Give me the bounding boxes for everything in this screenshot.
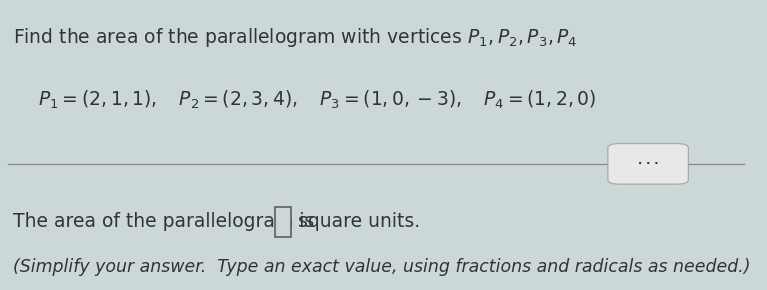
- Text: (Simplify your answer.  Type an exact value, using fractions and radicals as nee: (Simplify your answer. Type an exact val…: [13, 258, 751, 276]
- FancyBboxPatch shape: [607, 144, 688, 184]
- Text: square units.: square units.: [298, 212, 420, 231]
- FancyBboxPatch shape: [275, 206, 291, 237]
- Text: Find the area of the parallelogram with vertices $P_1, P_2, P_3, P_4$: Find the area of the parallelogram with …: [13, 26, 578, 49]
- Text: $P_1=(2,1,1),\enspace\enspace P_2=(2,3,4),\enspace\enspace P_3=(1,0,-3),\enspace: $P_1=(2,1,1),\enspace\enspace P_2=(2,3,4…: [38, 89, 597, 111]
- Text: The area of the parallelogram is: The area of the parallelogram is: [13, 212, 314, 231]
- Text: · · ·: · · ·: [638, 159, 658, 169]
